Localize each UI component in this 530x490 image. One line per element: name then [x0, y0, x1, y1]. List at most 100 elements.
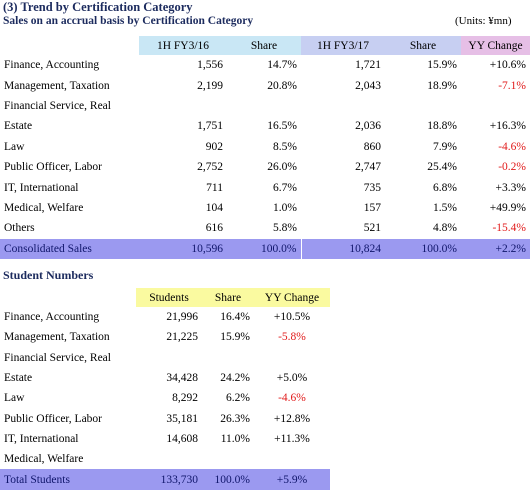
table-row: Others 616 5.8% 521 4.8% -15.4% — [0, 218, 530, 238]
value-share16: 8.5% — [273, 140, 297, 153]
header-yy-change: YY Change — [254, 288, 330, 307]
table-row: Finance, Accounting 1,556 14.7% 1,721 15.9% +… — [0, 55, 530, 75]
value-yy-change: -5.8% — [278, 331, 306, 344]
total-share: 100.0% — [202, 469, 254, 490]
value-share: 24.2% — [220, 372, 250, 385]
table-row: Estate 1,751 16.5% 2,036 18.8% +16.3% — [0, 116, 530, 136]
row-label: Finance, Accounting — [4, 59, 100, 72]
value-share16 — [227, 96, 301, 116]
header-blank — [0, 288, 136, 307]
total-row: Total Students 133,730 100.0% +5.9% — [0, 469, 330, 490]
value-share: 16.4% — [220, 311, 250, 324]
value-fy17: 2,747 — [355, 161, 381, 174]
value-yy-change: -0.2% — [498, 161, 526, 174]
table-row: Financial Service, Real — [0, 96, 530, 116]
value-fy16: 2,199 — [197, 79, 223, 92]
value-share16: 6.7% — [273, 181, 297, 194]
student-header-row: Students Share YY Change — [0, 288, 330, 307]
value-yy-change: -7.1% — [498, 79, 526, 92]
value-share17: 6.8% — [433, 181, 457, 194]
table-row: Public Officer, Labor 35,181 26.3% +12.8% — [0, 408, 330, 428]
header-students: Students — [136, 288, 202, 307]
student-numbers-title: Student Numbers — [3, 268, 94, 282]
value-yy-change: -15.4% — [492, 222, 526, 235]
value-share17 — [385, 96, 461, 116]
row-label: Management, Taxation — [4, 331, 110, 344]
row-label: IT, International — [4, 181, 79, 194]
total-label: Total Students — [0, 469, 136, 490]
value-share: 15.9% — [220, 331, 250, 344]
value-yy-change: +10.6% — [489, 59, 526, 72]
value-fy17: 157 — [363, 201, 381, 214]
value-share: 26.3% — [220, 412, 250, 425]
sales-subtitle: Sales on an accrual basis by Certificati… — [3, 15, 254, 27]
value-share17: 18.9% — [427, 79, 457, 92]
value-yy-change: +49.9% — [489, 201, 526, 214]
total-yy-change: +2.2% — [461, 238, 530, 259]
value-fy16: 711 — [206, 181, 223, 194]
sales-table: 1H FY3/16 Share 1H FY3/17 Share YY Chang… — [0, 36, 530, 259]
table-row: IT, International 711 6.7% 735 6.8% +3.3% — [0, 177, 530, 197]
total-share17: 100.0% — [385, 238, 461, 259]
value-fy16: 1,556 — [197, 59, 223, 72]
header-fy16: 1H FY3/16 — [139, 36, 227, 55]
value-fy16 — [139, 96, 227, 116]
value-share — [202, 449, 254, 469]
student-table: Students Share YY Change Finance, Accoun… — [0, 288, 330, 490]
table-row: Law 902 8.5% 860 7.9% -4.6% — [0, 137, 530, 157]
value-fy16: 616 — [205, 222, 223, 235]
table-row: Medical, Welfare 104 1.0% 157 1.5% +49.9% — [0, 198, 530, 218]
table-row: Management, Taxation 21,225 15.9% -5.8% — [0, 327, 330, 347]
value-yy-change: -4.6% — [278, 392, 306, 405]
row-label: Public Officer, Labor — [4, 161, 103, 174]
row-label: Estate — [4, 120, 33, 133]
value-students: 34,428 — [166, 372, 198, 385]
header-fy17: 1H FY3/17 — [301, 36, 385, 55]
value-fy16: 902 — [205, 140, 223, 153]
table-row: Law 8,292 6.2% -4.6% — [0, 388, 330, 408]
value-yy-change: +16.3% — [489, 120, 526, 133]
value-share17: 18.8% — [427, 120, 457, 133]
value-share17: 25.4% — [427, 161, 457, 174]
header-share: Share — [202, 288, 254, 307]
value-students: 21,996 — [166, 311, 198, 324]
value-yy-change: +3.3% — [495, 181, 526, 194]
value-share17: 1.5% — [433, 201, 457, 214]
total-fy16: 10,596 — [139, 238, 227, 259]
row-label: Financial Service, Real — [4, 351, 111, 364]
value-yy-change: +5.0% — [276, 372, 308, 385]
row-label: IT, International — [4, 432, 79, 445]
table-row: Finance, Accounting 21,996 16.4% +10.5% — [0, 307, 330, 327]
row-label: Law — [4, 392, 25, 405]
value-fy17: 2,043 — [355, 79, 381, 92]
value-share16: 20.8% — [267, 79, 297, 92]
value-fy17 — [301, 96, 385, 116]
header-share17: Share — [385, 36, 461, 55]
total-fy17: 10,824 — [300, 238, 385, 259]
value-yy-change — [461, 96, 530, 116]
total-row: Consolidated Sales 10,596 100.0% 10,824 100.… — [0, 238, 530, 259]
value-yy-change — [254, 449, 330, 469]
value-share16: 1.0% — [273, 201, 297, 214]
value-share16: 5.8% — [273, 222, 297, 235]
total-label: Consolidated Sales — [0, 238, 139, 259]
value-students: 8,292 — [172, 392, 198, 405]
section-title: (3) Trend by Certification Category — [3, 0, 193, 14]
row-label: Public Officer, Labor — [4, 412, 103, 425]
value-fy16: 2,752 — [197, 161, 223, 174]
value-fy17: 521 — [363, 222, 381, 235]
value-share17: 4.8% — [433, 222, 457, 235]
value-yy-change: -4.6% — [498, 140, 526, 153]
table-row: Management, Taxation 2,199 20.8% 2,043 18.9%… — [0, 75, 530, 95]
table-row: Estate 34,428 24.2% +5.0% — [0, 368, 330, 388]
table-row: Medical, Welfare — [0, 449, 330, 469]
table-row: Public Officer, Labor 2,752 26.0% 2,747 25.4… — [0, 157, 530, 177]
row-label: Medical, Welfare — [4, 201, 84, 214]
value-yy-change: +12.8% — [273, 412, 311, 425]
row-label: Medical, Welfare — [4, 453, 84, 466]
row-label: Others — [4, 222, 35, 235]
value-share17: 15.9% — [427, 59, 457, 72]
row-label: Law — [4, 140, 25, 153]
value-students: 21,225 — [166, 331, 198, 344]
value-fy17: 2,036 — [355, 120, 381, 133]
